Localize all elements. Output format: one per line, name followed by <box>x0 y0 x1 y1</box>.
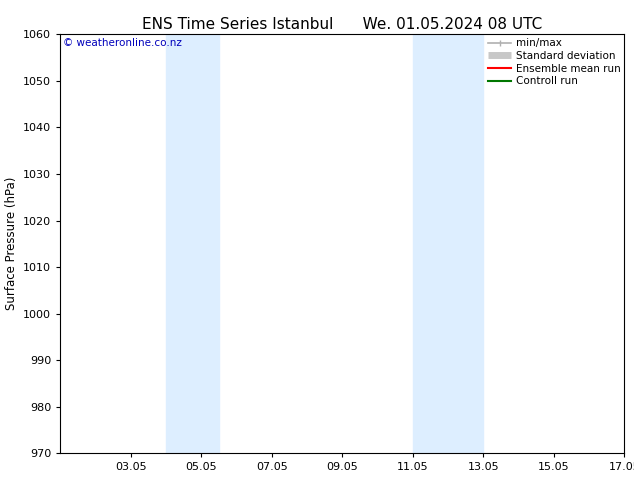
Bar <box>413 34 484 453</box>
Y-axis label: Surface Pressure (hPa): Surface Pressure (hPa) <box>4 177 18 311</box>
Title: ENS Time Series Istanbul      We. 01.05.2024 08 UTC: ENS Time Series Istanbul We. 01.05.2024 … <box>142 17 543 32</box>
Legend: min/max, Standard deviation, Ensemble mean run, Controll run: min/max, Standard deviation, Ensemble me… <box>486 36 623 88</box>
Bar <box>166 34 219 453</box>
Text: © weatheronline.co.nz: © weatheronline.co.nz <box>63 39 182 49</box>
